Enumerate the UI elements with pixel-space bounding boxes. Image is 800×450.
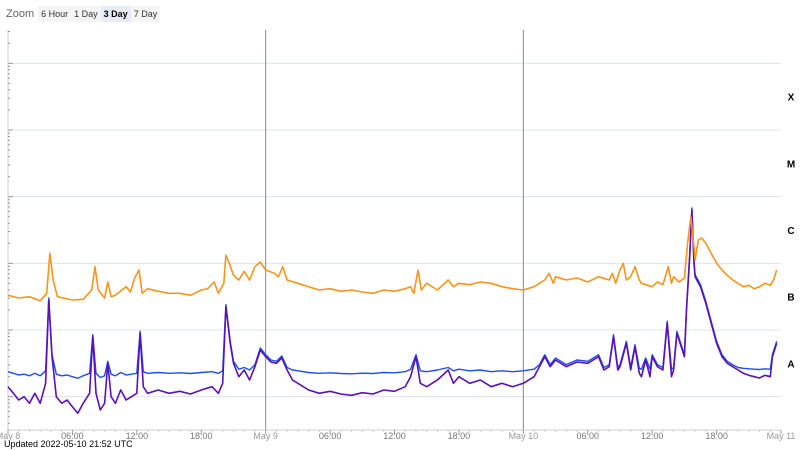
x-tick-label: May 9 — [253, 431, 278, 441]
series-long-line — [7, 215, 778, 302]
x-tick-label: 18:00 — [190, 431, 213, 441]
x-tick-label: May 10 — [509, 431, 539, 441]
flare-class-label: X — [788, 93, 795, 104]
x-tick-label: 06:00 — [576, 431, 599, 441]
flare-class-label: A — [787, 359, 794, 370]
x-tick-label: 12:00 — [383, 431, 406, 441]
zoom-1-day-button[interactable]: 1 Day — [71, 6, 101, 22]
day-dividers — [265, 30, 524, 430]
x-tick-label: 12:00 — [126, 431, 149, 441]
zoom-3-day-button[interactable]: 3 Day — [100, 6, 131, 22]
zoom-label: Zoom — [6, 8, 35, 20]
x-tick-label: May 11 — [767, 431, 796, 441]
x-tick-label: 12:00 — [641, 431, 664, 441]
x-tick-label: 18:00 — [448, 431, 471, 441]
x-tick-label: 06:00 — [319, 431, 342, 441]
x-tick-label: 06:00 — [61, 431, 84, 441]
flare-class-label: C — [787, 226, 794, 237]
flare-class-label: B — [787, 293, 794, 304]
zoom-control: Zoom 6 Hour 1 Day 3 Day 7 Day — [6, 4, 161, 24]
x-axis: May 8 06:00 12:00 18:00 May 9 06:00 12:00 18:00… — [0, 429, 796, 441]
updated-timestamp: Updated 2022-05-10 21:52 UTC — [4, 439, 133, 449]
series-short-alt-line — [7, 207, 778, 379]
x-tick-label: 18:00 — [705, 431, 728, 441]
zoom-7-day-button[interactable]: 7 Day — [130, 6, 161, 22]
series-lines — [7, 207, 778, 415]
x-tick-label: May 8 — [0, 431, 20, 441]
grid-lines — [7, 30, 781, 430]
series-short-line — [7, 209, 778, 415]
zoom-6-hour-button[interactable]: 6 Hour — [38, 6, 72, 22]
flare-class-labels: A B C M X — [787, 93, 795, 371]
flare-class-label: M — [787, 159, 795, 170]
